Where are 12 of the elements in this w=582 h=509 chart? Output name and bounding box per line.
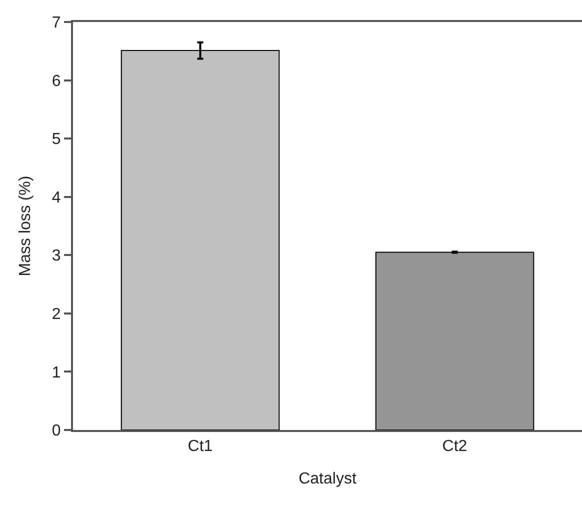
y-tick-label: 0 [52, 422, 61, 440]
x-axis-title: Catalyst [298, 470, 357, 488]
y-tick-label: 7 [52, 14, 61, 32]
y-tick-label: 1 [52, 364, 61, 382]
y-tick-label: 4 [52, 189, 61, 206]
y-tick-label: 2 [52, 306, 61, 324]
y-tick-label: 6 [52, 72, 61, 90]
x-tick-label: Ct2 [442, 438, 468, 456]
y-axis-title: Mass loss (%) [17, 176, 34, 276]
x-tick-label: Ct1 [188, 438, 213, 456]
y-tick-label: 5 [52, 131, 61, 148]
y-tick-label: 3 [52, 248, 61, 265]
